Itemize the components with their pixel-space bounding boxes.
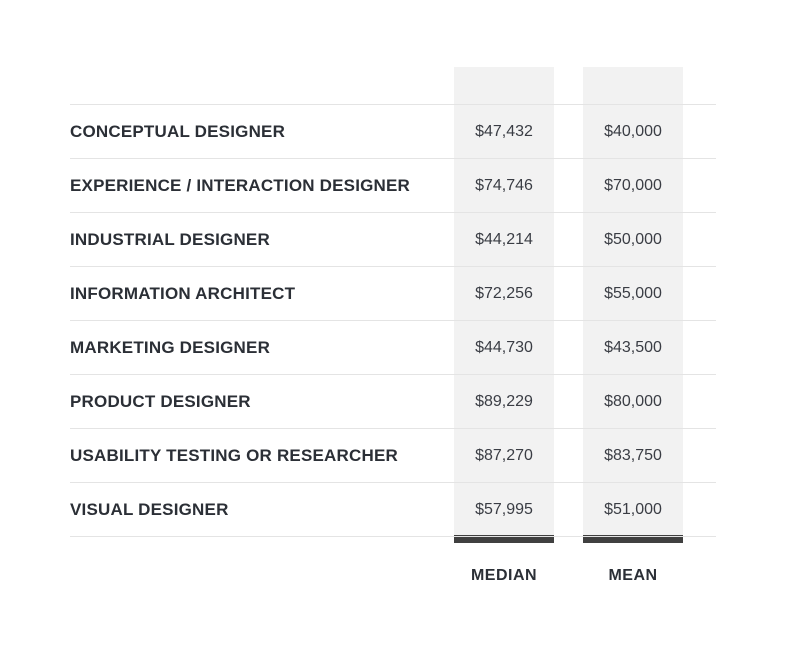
mean-value: $51,000 (604, 501, 662, 518)
table-row: PRODUCT DESIGNER $89,229 $80,000 (70, 374, 716, 428)
table-row: INFORMATION ARCHITECT $72,256 $55,000 (70, 266, 716, 320)
role-label: INDUSTRIAL DESIGNER (70, 230, 270, 249)
table-row: VISUAL DESIGNER $57,995 $51,000 (70, 482, 716, 537)
table-row: USABILITY TESTING OR RESEARCHER $87,270 $8… (70, 428, 716, 482)
table-row: MARKETING DESIGNER $44,730 $43,500 (70, 320, 716, 374)
median-value: $57,995 (475, 501, 533, 518)
median-column-bar (454, 535, 554, 543)
mean-value: $50,000 (604, 231, 662, 248)
mean-column-bar (583, 535, 683, 543)
salary-table: CONCEPTUAL DESIGNER $47,432 $40,000 EXPERIE… (70, 67, 716, 627)
role-label: MARKETING DESIGNER (70, 338, 271, 357)
median-value: $87,270 (475, 447, 533, 464)
median-value: $89,229 (475, 393, 533, 410)
median-value: $72,256 (475, 285, 533, 302)
mean-value: $70,000 (604, 177, 662, 194)
mean-value: $83,750 (604, 447, 662, 464)
role-label: INFORMATION ARCHITECT (70, 284, 296, 303)
table-row: CONCEPTUAL DESIGNER $47,432 $40,000 (70, 104, 716, 158)
table-rows: CONCEPTUAL DESIGNER $47,432 $40,000 EXPERIE… (70, 104, 716, 537)
mean-column-label: MEAN (608, 567, 658, 584)
mean-value: $80,000 (604, 393, 662, 410)
mean-value: $43,500 (604, 339, 662, 356)
role-label: EXPERIENCE / INTERACTION DESIGNER (70, 176, 411, 195)
role-label: USABILITY TESTING OR RESEARCHER (70, 446, 398, 465)
role-label: CONCEPTUAL DESIGNER (70, 122, 286, 141)
median-column-highlight (454, 67, 554, 535)
median-value: $74,746 (475, 177, 533, 194)
mean-value: $40,000 (604, 123, 662, 140)
median-value: $44,730 (475, 339, 533, 356)
median-value: $47,432 (475, 123, 533, 140)
mean-column-highlight (583, 67, 683, 535)
median-value: $44,214 (475, 231, 533, 248)
median-column-label: MEDIAN (470, 567, 538, 584)
role-label: PRODUCT DESIGNER (70, 392, 251, 411)
table-row: INDUSTRIAL DESIGNER $44,214 $50,000 (70, 212, 716, 266)
role-label: VISUAL DESIGNER (70, 500, 229, 519)
table-row: EXPERIENCE / INTERACTION DESIGNER $74,746… (70, 158, 716, 212)
mean-value: $55,000 (604, 285, 662, 302)
